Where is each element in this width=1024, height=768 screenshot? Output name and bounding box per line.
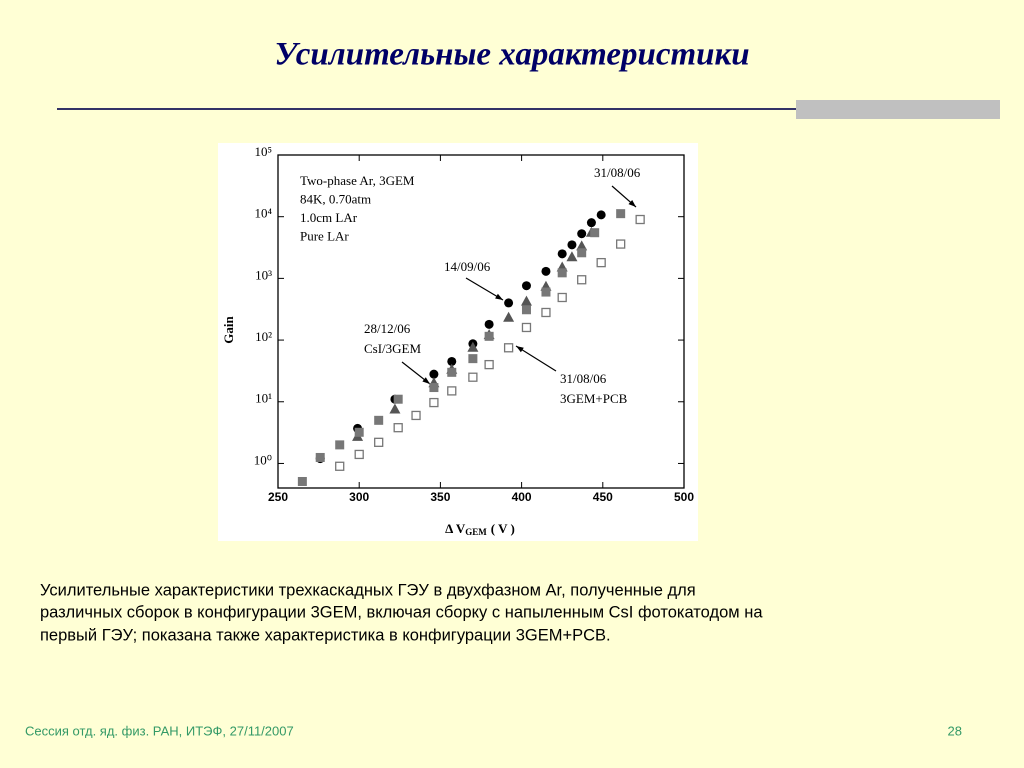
arrow-head	[495, 293, 503, 300]
point	[577, 229, 587, 239]
y-tick-label: 10⁰	[254, 452, 272, 467]
y-axis-label: Gain	[221, 316, 236, 344]
arrow-head	[628, 200, 636, 207]
point	[354, 449, 364, 460]
caption-line: Усилительные характеристики трехкаскадны…	[40, 581, 696, 599]
point	[635, 214, 645, 225]
annotation-arrow	[515, 345, 557, 372]
y-tick-label: 10⁵	[254, 144, 272, 159]
point	[503, 311, 515, 322]
y-tick-label: 10¹	[255, 391, 272, 406]
x-tick-label: 500	[674, 490, 694, 504]
x-tick-label: 400	[512, 490, 532, 504]
point	[521, 305, 531, 315]
point	[616, 209, 626, 219]
point	[596, 210, 606, 220]
point	[429, 397, 439, 408]
point	[616, 239, 626, 249]
point	[468, 372, 478, 382]
title-accent	[796, 100, 1000, 119]
slide-title: Усилительные характеристики	[274, 37, 749, 73]
point	[566, 251, 578, 262]
point	[557, 292, 567, 303]
point	[335, 440, 345, 450]
point	[576, 240, 588, 251]
arrow-head	[516, 346, 524, 353]
x-tick-label: 350	[430, 490, 450, 504]
footer: Сессия отд. яд. физ. РАН, ИТЭФ, 27/11/20…	[25, 723, 294, 738]
point	[429, 369, 439, 379]
point	[297, 476, 307, 486]
x-tick-label: 450	[593, 490, 613, 504]
point	[484, 331, 494, 341]
point	[393, 423, 403, 433]
point	[567, 240, 577, 250]
info-text: 84K, 0.70atm	[300, 191, 371, 206]
point	[429, 383, 439, 393]
point	[447, 367, 457, 377]
point	[596, 257, 606, 268]
annotation: 28/12/06	[364, 321, 411, 336]
info-text: Two-phase Ar, 3GEM	[300, 173, 415, 188]
chart-panel	[218, 143, 698, 541]
point	[504, 298, 514, 308]
arrow-head	[422, 377, 430, 384]
annotation: 3GEM+PCB	[560, 391, 628, 406]
annotation: 14/09/06	[444, 259, 491, 274]
info-text: Pure LAr	[300, 228, 349, 243]
plot-frame	[277, 154, 685, 489]
y-tick-label: 10²	[255, 329, 272, 344]
point	[447, 386, 457, 396]
point	[557, 268, 567, 278]
point	[467, 341, 479, 352]
info-text: 1.0cm LAr	[300, 210, 358, 225]
point	[521, 322, 532, 333]
y-tick-label: 10⁴	[254, 206, 272, 221]
annotation: 31/08/06	[594, 165, 641, 180]
point	[586, 218, 596, 228]
x-axis-label: Δ VGEM ( V )	[445, 521, 515, 537]
point	[521, 281, 531, 291]
y-tick-label: 10³	[255, 267, 272, 282]
point	[447, 356, 457, 366]
annotation: 31/08/06	[560, 371, 607, 386]
page-number: 28	[948, 723, 962, 738]
caption-line: различных сборок в конфигурации 3GEM, вк…	[40, 603, 763, 621]
point	[590, 228, 600, 238]
point	[577, 275, 587, 285]
point	[374, 437, 384, 447]
point	[520, 295, 532, 306]
point	[335, 461, 345, 471]
point	[541, 307, 551, 318]
point	[503, 343, 514, 353]
point	[541, 287, 551, 297]
point	[557, 249, 567, 259]
point	[393, 394, 403, 404]
point	[389, 403, 401, 414]
point	[411, 410, 421, 421]
annotation: CsI/3GEM	[364, 341, 422, 356]
x-tick-label: 300	[349, 490, 369, 504]
point	[541, 266, 551, 276]
x-axis-label-part: ( V )	[491, 521, 515, 536]
point	[577, 248, 587, 258]
point	[354, 427, 364, 437]
x-axis-label-part: GEM	[465, 527, 487, 537]
point	[484, 319, 494, 329]
point	[484, 359, 494, 370]
caption-line: первый ГЭУ; показана также характеристик…	[40, 626, 611, 644]
point	[315, 452, 325, 462]
x-tick-label: 250	[268, 490, 288, 504]
point	[468, 354, 478, 364]
point	[374, 415, 384, 425]
x-axis-label-part: Δ V	[445, 521, 466, 536]
